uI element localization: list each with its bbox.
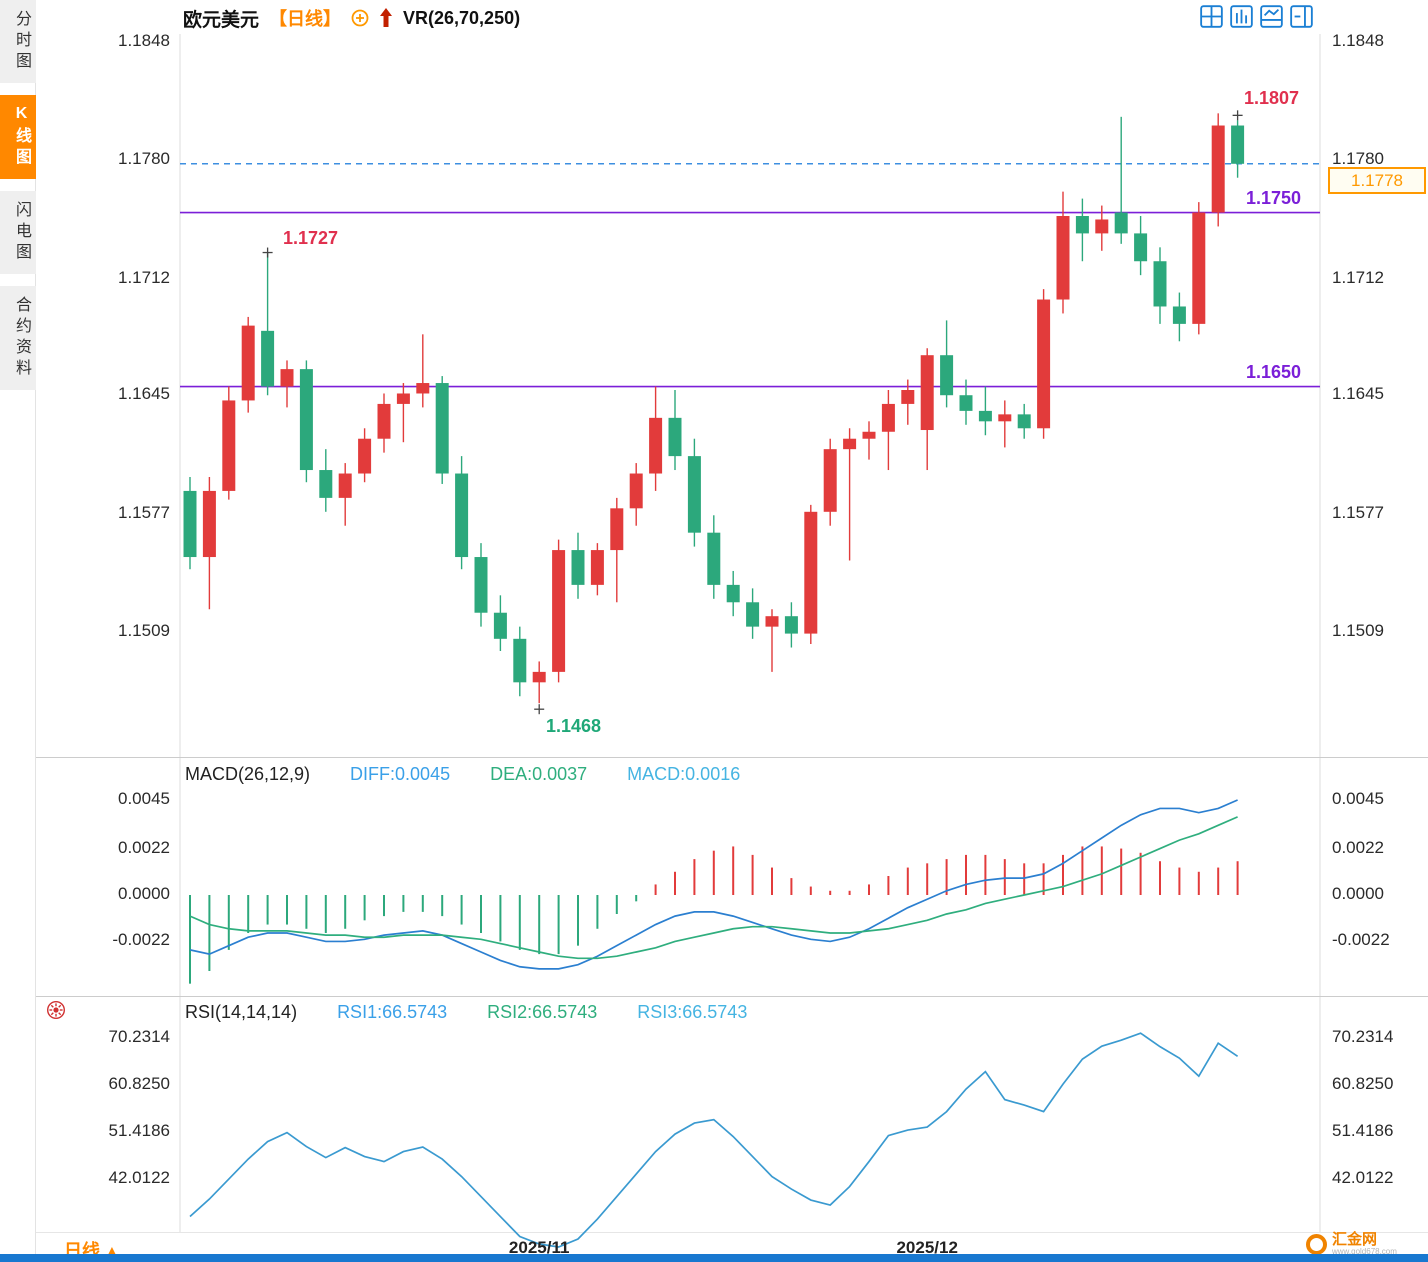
- price-axis-label: 1.1509: [118, 620, 170, 640]
- price-axis-label: 1.1848: [1332, 31, 1384, 50]
- rsi3-value: RSI3:66.5743: [637, 1002, 748, 1022]
- sidebar: 分时图 K线图 闪电图 合约资料: [0, 0, 36, 1254]
- macd-axis-label: -0.0022: [112, 930, 170, 950]
- swing-low-label: 1.1468: [546, 716, 602, 736]
- macd-axis-label: 0.0022: [118, 837, 170, 857]
- rsi-axis-label: 42.0122: [108, 1168, 170, 1187]
- rsi2-value: RSI2:66.5743: [487, 1002, 598, 1022]
- price-axis-label: 1.1712: [1332, 267, 1384, 287]
- red-up-arrow-icon: [380, 8, 393, 27]
- rsi-axis-label: 42.0122: [1332, 1168, 1394, 1187]
- layout-split-icon[interactable]: [1290, 5, 1313, 28]
- date-axis-label: 2025/12: [896, 1238, 958, 1257]
- macd-diff-value: DIFF:0.0045: [350, 764, 451, 784]
- rsi-axis-label: 70.2314: [108, 1027, 170, 1046]
- rsi-panel-header: RSI(14,14,14) RSI1:66.5743 RSI2:66.5743 …: [185, 1002, 747, 1023]
- symbol-name: 欧元美元: [183, 9, 260, 31]
- macd-title: MACD(26,12,9): [185, 764, 311, 784]
- rsi-axis-label: 51.4186: [108, 1121, 170, 1140]
- macd-axis-label: 0.0045: [1332, 789, 1384, 808]
- indicator-settings-icon[interactable]: [46, 1000, 66, 1020]
- chevron-up-icon: ▲: [106, 1243, 118, 1257]
- rsi-axis-label: 60.8250: [1332, 1074, 1394, 1093]
- rsi-axis-label: 70.2314: [1332, 1027, 1394, 1046]
- period-high-label: 1.1807: [1244, 88, 1300, 108]
- layout-bars-icon[interactable]: [1230, 5, 1253, 28]
- price-axis-label: 1.1645: [1332, 384, 1384, 404]
- sidebar-tab-lightning-chart[interactable]: 闪电图: [0, 191, 36, 274]
- macd-panel-header: MACD(26,12,9) DIFF:0.0045 DEA:0.0037 MAC…: [185, 764, 740, 785]
- period-tag: 【日线】: [269, 9, 342, 29]
- bottom-scrollbar[interactable]: [0, 1254, 1428, 1262]
- macd-hist-value: MACD:0.0016: [627, 764, 741, 784]
- price-axis-label: 1.1645: [118, 384, 170, 404]
- price-axis-label: 1.1780: [118, 149, 170, 169]
- layout-toolbar: [1200, 5, 1313, 28]
- date-axis-label: 2025/11: [508, 1238, 570, 1257]
- swing-high-label: 1.1727: [283, 228, 339, 248]
- macd-axis-label: 0.0000: [118, 884, 170, 903]
- logo-ring-icon: [1306, 1233, 1327, 1255]
- sidebar-tab-contract-info[interactable]: 合约资料: [0, 286, 36, 390]
- support-label: 1.1650: [1246, 362, 1302, 382]
- price-axis-label: 1.1848: [118, 31, 170, 50]
- site-logo: 汇金网 www.gold678.com: [1306, 1232, 1397, 1256]
- rsi-axis-label: 60.8250: [108, 1074, 170, 1093]
- layout-panel-icon[interactable]: [1260, 5, 1283, 28]
- macd-axis-label: 0.0045: [118, 789, 170, 808]
- resistance-label: 1.1750: [1246, 188, 1302, 208]
- chart-header: 欧元美元 【日线】 VR(26,70,250): [183, 4, 520, 32]
- logo-domain: www.gold678.com: [1332, 1246, 1397, 1256]
- macd-axis-label: -0.0022: [1332, 930, 1390, 950]
- price-axis-label: 1.1577: [1332, 502, 1384, 522]
- macd-axis-label: 0.0022: [1332, 837, 1384, 857]
- macd-axis-label: 0.0000: [1332, 884, 1384, 903]
- sidebar-tab-time-chart[interactable]: 分时图: [0, 0, 36, 83]
- layout-grid-icon[interactable]: [1200, 5, 1223, 28]
- price-axis-label: 1.1780: [1332, 149, 1384, 169]
- price-axis-label: 1.1577: [118, 502, 170, 522]
- vr-indicator-label: VR(26,70,250): [403, 7, 521, 28]
- price-axis-label: 1.1509: [1332, 620, 1384, 640]
- macd-dea-value: DEA:0.0037: [490, 764, 588, 784]
- logo-name: 汇金网: [1332, 1231, 1378, 1248]
- rsi-title: RSI(14,14,14): [185, 1002, 298, 1022]
- rsi1-value: RSI1:66.5743: [337, 1002, 448, 1022]
- sidebar-tab-kline-chart[interactable]: K线图: [0, 95, 36, 179]
- rsi-axis-label: 51.4186: [1332, 1121, 1394, 1140]
- last-price-tag: 1.1778: [1328, 167, 1426, 194]
- circle-plus-icon[interactable]: [351, 9, 369, 27]
- price-axis-label: 1.1712: [118, 267, 170, 287]
